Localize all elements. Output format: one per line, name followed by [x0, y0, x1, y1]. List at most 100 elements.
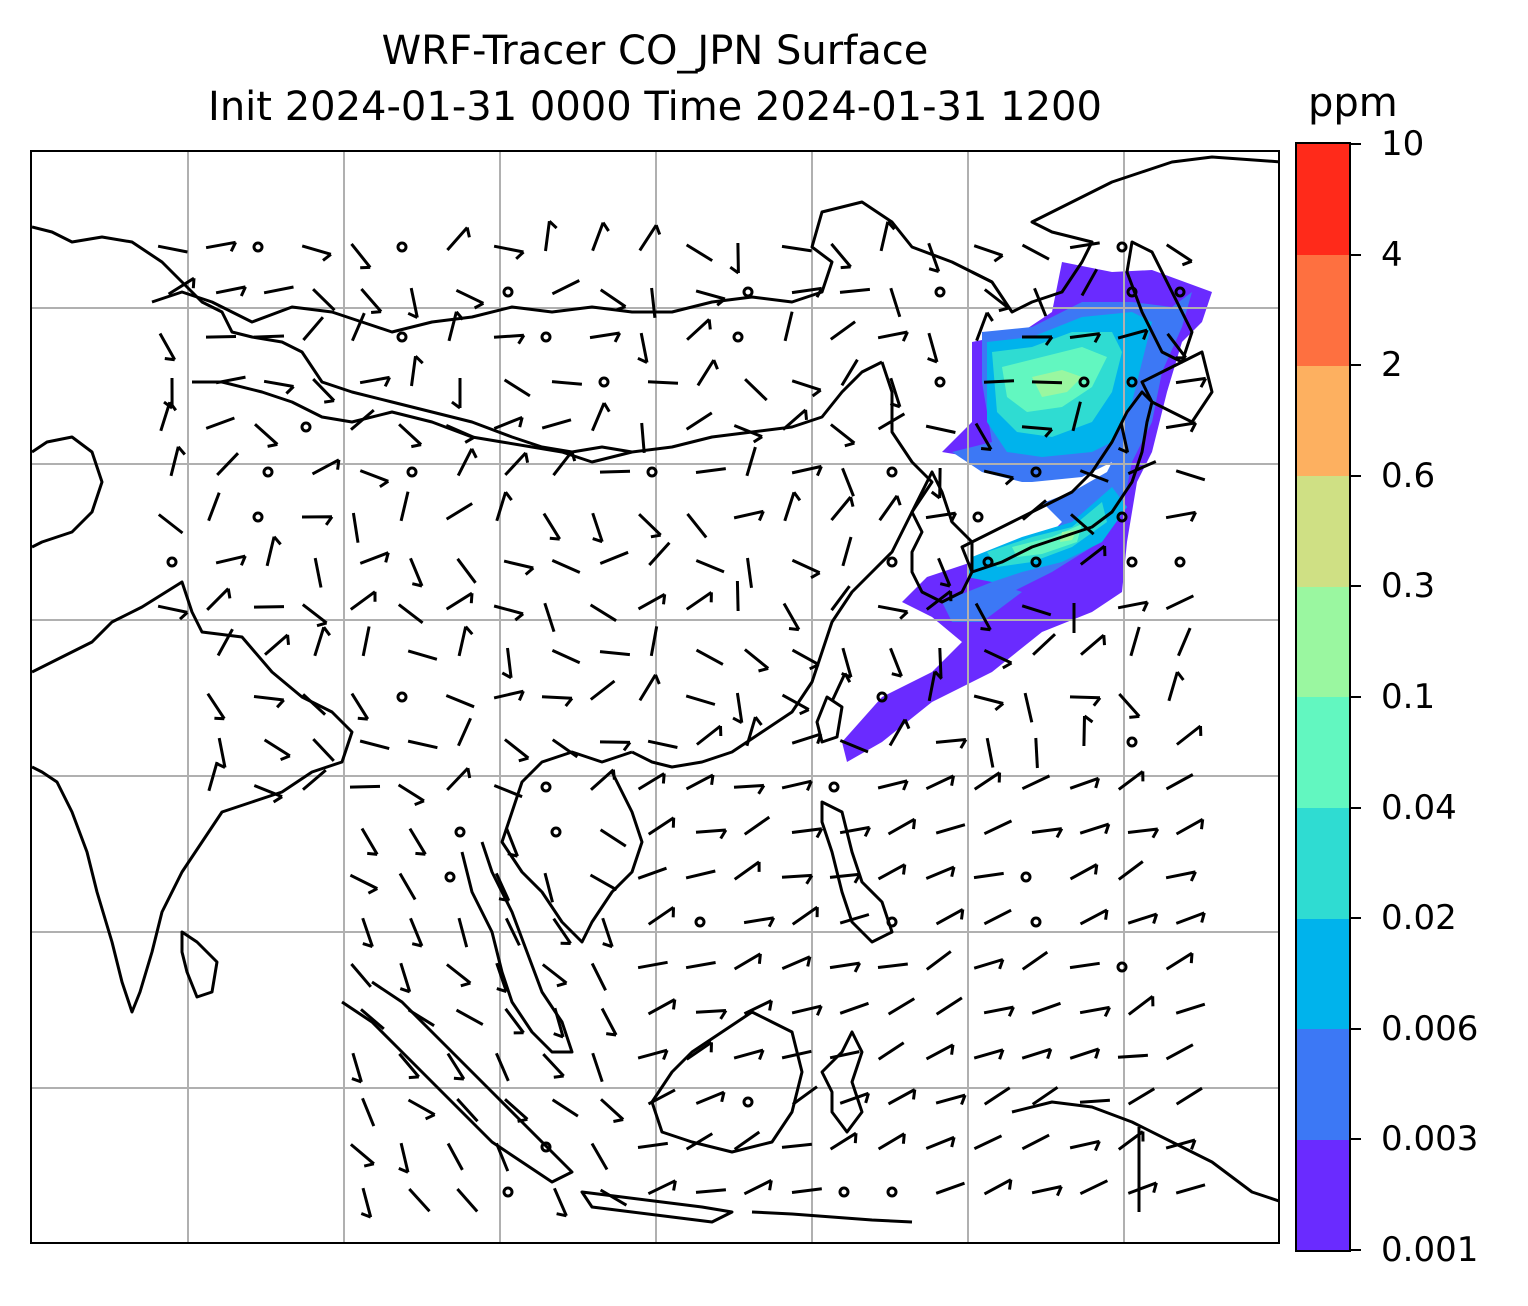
wind-barb [781, 1049, 812, 1060]
wind-barb [791, 464, 823, 477]
wind-barb [1031, 380, 1063, 385]
wind-barb [1165, 773, 1194, 791]
wind-barb [829, 1050, 860, 1060]
wind-barb [350, 242, 372, 270]
wind-barb [207, 761, 219, 792]
wind-barb [552, 917, 572, 945]
wind-barb [878, 494, 902, 522]
wind-barb [877, 962, 908, 969]
wind-barb [493, 604, 525, 622]
wind-barb [1127, 912, 1159, 925]
wind-barb [1175, 1086, 1203, 1106]
wind-barb [263, 738, 291, 761]
wind-barb [695, 828, 728, 840]
wind-barb [349, 1143, 375, 1168]
wind-barb [840, 358, 859, 387]
wind-barb [544, 220, 558, 252]
coast-arabia-west [32, 435, 104, 549]
wind-barb [551, 1098, 579, 1118]
wind-barb [638, 674, 661, 702]
wind-barb [887, 997, 916, 1016]
wind-barb [1080, 633, 1106, 656]
wind-barb [650, 287, 657, 318]
wind-barb [744, 378, 768, 402]
wind-barb [983, 1178, 1013, 1196]
calm-wind-marker [396, 691, 408, 703]
wind-barb [1079, 822, 1111, 835]
calm-wind-marker [886, 1186, 898, 1198]
wind-barb [599, 740, 632, 752]
wind-barb [889, 647, 903, 678]
wind-barb [350, 963, 372, 988]
wind-barb [648, 541, 671, 567]
wind-barb [590, 962, 607, 991]
calm-wind-marker [550, 826, 562, 838]
coast-lesser-sunda [751, 1210, 913, 1224]
wind-barb [599, 828, 627, 848]
wind-barb [887, 1088, 917, 1106]
wind-barb [1021, 499, 1047, 521]
wind-barb [312, 378, 336, 404]
wind-barb [1071, 401, 1082, 432]
calm-wind-marker [300, 421, 312, 433]
wind-barb [637, 1141, 669, 1149]
wind-barb [1165, 870, 1197, 882]
calm-wind-marker [1030, 466, 1042, 478]
wind-barb [599, 469, 631, 474]
wind-barb [830, 242, 852, 270]
calm-wind-marker [1126, 376, 1138, 388]
wind-barb [399, 491, 410, 522]
wind-barb [207, 492, 221, 522]
colorbar-tick [1351, 1138, 1361, 1141]
wind-barb [935, 908, 965, 926]
wind-barb [599, 550, 629, 565]
colorbar-tick [1351, 474, 1361, 477]
wind-barb [360, 1008, 385, 1031]
wind-barb [841, 536, 853, 567]
wind-barb [1079, 469, 1109, 483]
wind-barb [973, 244, 1004, 263]
wind-barb [361, 626, 371, 657]
wind-barb [647, 906, 675, 926]
wind-barb [1166, 332, 1187, 360]
wind-barb [877, 1132, 906, 1151]
wind-barb [877, 863, 907, 881]
wind-barb [408, 827, 427, 856]
wind-barb [398, 1142, 410, 1174]
wind-barb [647, 739, 678, 749]
wind-barb [877, 330, 909, 342]
wind-barb [589, 873, 618, 892]
wind-barb [1127, 460, 1157, 475]
wind-barb [695, 1009, 728, 1020]
calm-wind-marker [406, 466, 418, 478]
wind-barb [399, 962, 412, 994]
colorbar-tick-label: 0.3 [1381, 566, 1436, 607]
wind-barb [551, 738, 579, 759]
coast-philippines [820, 800, 894, 944]
wind-barb [927, 670, 943, 702]
wind-barb [1021, 425, 1054, 438]
coast-sakhalin [1125, 240, 1194, 364]
wind-barb [925, 1043, 955, 1061]
wind-barb [782, 602, 801, 632]
wind-barb [935, 996, 963, 1016]
colorbar-segment [1297, 697, 1349, 808]
wind-barb [983, 908, 1012, 926]
wind-barb [1175, 724, 1203, 746]
wind-barb [695, 724, 723, 746]
wind-barb [457, 717, 472, 747]
wind-barb [695, 648, 724, 666]
wind-barb [351, 1052, 363, 1084]
wind-barb [541, 695, 574, 708]
colorbar-tick [1351, 253, 1361, 256]
wind-barb [445, 502, 473, 521]
wind-barb [1177, 627, 1192, 657]
calm-wind-marker [732, 331, 744, 343]
colorbar-unit: ppm [1308, 80, 1398, 126]
wind-barb [839, 913, 870, 925]
calm-wind-marker [540, 781, 552, 793]
wind-barb [974, 602, 992, 632]
coast-northeast [971, 155, 1278, 314]
wind-barb [830, 496, 855, 522]
wind-barb [398, 872, 417, 901]
